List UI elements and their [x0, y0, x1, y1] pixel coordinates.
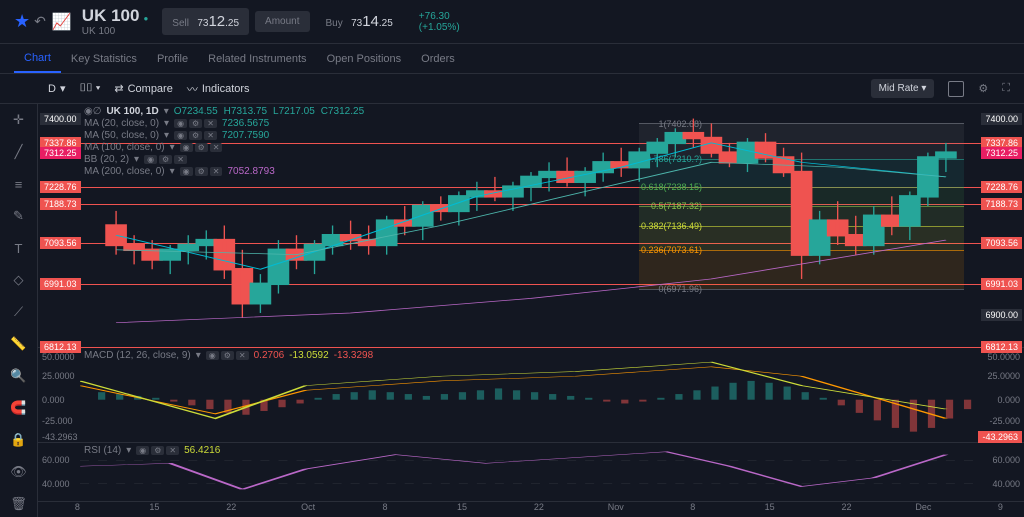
magnet-icon[interactable]: 🧲	[9, 398, 29, 418]
zoom-icon[interactable]: 🔍	[9, 366, 29, 386]
favorite-icon[interactable]: ★	[14, 11, 30, 32]
pattern-icon[interactable]: ◇	[9, 270, 29, 290]
tab-key-statistics[interactable]: Key Statistics	[61, 46, 147, 72]
tab-chart[interactable]: Chart	[14, 45, 61, 73]
indicators-button[interactable]: 〰 Indicators	[187, 81, 250, 97]
midrate-selector[interactable]: Mid Rate ▾	[871, 79, 935, 98]
price-change: +76.30(+1.05%)	[419, 11, 460, 33]
brush-icon[interactable]: ✎	[9, 206, 29, 226]
time-axis: 81522Oct81522Nov81522Dec9	[38, 501, 1024, 517]
settings-icon[interactable]: ⚙	[978, 82, 988, 95]
undo-icon[interactable]: ↶	[34, 13, 46, 30]
drawing-toolbar: ✛ ╱ ≡ ✎ T ◇ ⟋ 📏 🔍 🧲 🔒 👁 🗑	[0, 104, 38, 517]
sell-button[interactable]: Sell 7312.25	[162, 8, 249, 35]
trash-icon[interactable]: 🗑	[9, 494, 29, 514]
forecast-icon[interactable]: ⟋	[9, 302, 29, 322]
tab-profile[interactable]: Profile	[147, 46, 198, 72]
eye-icon[interactable]: 👁	[9, 462, 29, 482]
interval-selector[interactable]: D ▾	[48, 82, 65, 95]
nav-tabs: ChartKey StatisticsProfileRelated Instru…	[0, 44, 1024, 74]
rsi-legend: RSI (14)▾◉⚙✕56.4216	[84, 445, 220, 457]
macd-chart[interactable]: MACD (12, 26, close, 9)▾◉⚙✕ 0.2706-13.05…	[38, 348, 1024, 443]
tab-orders[interactable]: Orders	[411, 46, 465, 72]
candle-style-selector[interactable]: ⌷⌷ ▾	[79, 82, 100, 95]
buy-button[interactable]: Buy 7314.25	[316, 8, 403, 35]
fib-icon[interactable]: ≡	[9, 174, 29, 194]
macd-legend: MACD (12, 26, close, 9)▾◉⚙✕ 0.2706-13.05…	[84, 350, 373, 362]
header: ★ ↶ 📈 UK 100● UK 100 Sell 7312.25 Amount…	[0, 0, 1024, 44]
trendline-icon[interactable]: ╱	[9, 142, 29, 162]
instrument-title: UK 100● UK 100	[82, 6, 148, 37]
ruler-icon[interactable]: 📏	[9, 334, 29, 354]
rsi-chart[interactable]: RSI (14)▾◉⚙✕56.4216 60.00040.00060.00040…	[38, 443, 1024, 501]
chart-toolbar: D ▾ ⌷⌷ ▾ ⇄ Compare 〰 Indicators Mid Rate…	[0, 74, 1024, 104]
fullscreen-icon[interactable]: ⛶	[1002, 82, 1010, 95]
amount-button[interactable]: Amount	[255, 11, 309, 32]
toggle-checkbox[interactable]	[948, 81, 964, 97]
price-chart[interactable]: ◉∅UK 100, 1D▾ O7234.55H7313.75L7217.05C7…	[38, 104, 1024, 348]
compare-button[interactable]: ⇄ Compare	[114, 82, 172, 95]
chart-type-icon[interactable]: 📈	[52, 12, 72, 32]
tab-open-positions[interactable]: Open Positions	[317, 46, 412, 72]
tab-related-instruments[interactable]: Related Instruments	[198, 46, 316, 72]
chart-legend: ◉∅UK 100, 1D▾ O7234.55H7313.75L7217.05C7…	[84, 106, 370, 178]
cursor-icon[interactable]: ✛	[9, 110, 29, 130]
live-dot-icon: ●	[143, 14, 148, 23]
text-icon[interactable]: T	[9, 238, 29, 258]
lock-icon[interactable]: 🔒	[9, 430, 29, 450]
